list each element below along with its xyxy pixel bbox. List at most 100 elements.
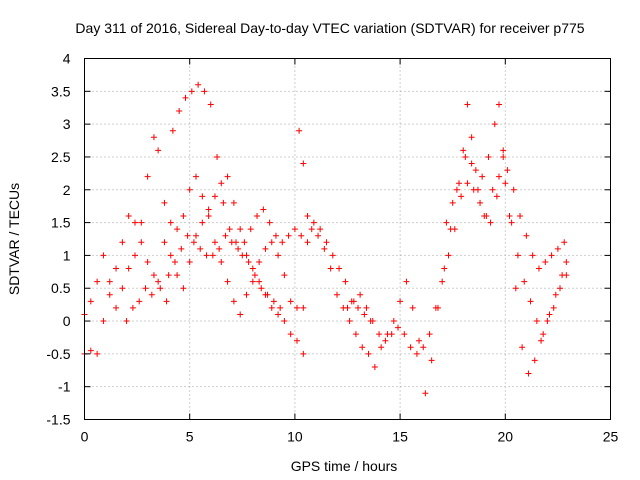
data-point-plus	[304, 239, 311, 246]
grid-lines	[84, 58, 611, 420]
data-point-plus	[327, 265, 334, 272]
data-point-plus	[224, 278, 231, 285]
data-point-plus	[304, 213, 311, 220]
data-point-plus	[186, 258, 193, 265]
data-point-plus	[315, 232, 322, 239]
data-point-plus	[245, 258, 252, 265]
data-point-plus	[508, 219, 515, 226]
data-point-plus	[439, 278, 446, 285]
data-point-plus	[144, 173, 151, 180]
data-point-plus	[190, 239, 197, 246]
data-point-plus	[178, 245, 185, 252]
data-point-plus	[300, 304, 307, 311]
data-point-plus	[214, 153, 221, 160]
data-point-plus	[125, 213, 132, 220]
data-markers	[81, 81, 570, 397]
data-point-plus	[527, 298, 534, 305]
x-tick-label: 15	[392, 429, 408, 445]
data-point-plus	[113, 265, 120, 272]
data-point-plus	[258, 285, 265, 292]
data-point-plus	[131, 252, 138, 259]
data-point-plus	[523, 232, 530, 239]
data-point-plus	[188, 88, 195, 95]
data-point-plus	[131, 219, 138, 226]
data-point-plus	[180, 213, 187, 220]
data-point-plus	[413, 350, 420, 357]
data-point-plus	[224, 173, 231, 180]
data-point-plus	[546, 311, 553, 318]
data-point-plus	[226, 226, 233, 233]
data-point-plus	[342, 278, 349, 285]
y-tick-label: 4	[63, 51, 71, 67]
data-point-plus	[155, 278, 162, 285]
y-tick-label: 1.5	[51, 215, 71, 231]
data-point-plus	[125, 265, 132, 272]
data-point-plus	[201, 88, 208, 95]
data-point-plus	[157, 285, 164, 292]
data-point-plus	[416, 337, 423, 344]
data-point-plus	[382, 337, 389, 344]
series-trace-f	[344, 173, 570, 357]
data-point-plus	[468, 160, 475, 167]
data-point-plus	[186, 186, 193, 193]
data-point-plus	[243, 291, 250, 298]
data-point-plus	[220, 199, 227, 206]
data-point-plus	[445, 252, 452, 259]
data-point-plus	[344, 304, 351, 311]
data-point-plus	[542, 258, 549, 265]
y-tick-labels: -1.5 -1 -0.5 0 0.5 1 1.5 2 2.5 3 3.5 4	[46, 51, 70, 428]
data-point-plus	[182, 94, 189, 101]
data-point-plus	[256, 258, 263, 265]
data-point-plus	[249, 278, 256, 285]
data-point-plus	[138, 219, 145, 226]
data-point-plus	[363, 304, 370, 311]
data-point-plus	[336, 265, 343, 272]
data-point-plus	[279, 239, 286, 246]
data-point-plus	[222, 232, 229, 239]
data-point-plus	[352, 331, 359, 338]
data-point-plus	[150, 272, 157, 279]
data-point-plus	[136, 298, 143, 305]
data-point-plus	[161, 199, 168, 206]
data-point-plus	[390, 318, 397, 325]
data-point-plus	[230, 298, 237, 305]
data-point-plus	[106, 291, 113, 298]
data-point-plus	[458, 193, 465, 200]
y-tick-label: -0.5	[46, 346, 70, 362]
data-point-plus	[548, 252, 555, 259]
data-point-plus	[346, 318, 353, 325]
data-point-plus	[481, 213, 488, 220]
data-point-plus	[218, 180, 225, 187]
data-point-plus	[517, 213, 524, 220]
data-point-plus	[504, 167, 511, 174]
data-point-plus	[260, 206, 267, 213]
y-axis-title: SDTVAR / TECUs	[6, 183, 22, 295]
data-point-plus	[254, 213, 261, 220]
data-point-plus	[464, 101, 471, 108]
data-point-plus	[510, 186, 517, 193]
data-point-plus	[329, 252, 336, 259]
y-tick-label: -1	[58, 379, 71, 395]
data-point-plus	[119, 285, 126, 292]
data-point-plus	[241, 239, 248, 246]
data-point-plus	[167, 219, 174, 226]
data-point-plus	[495, 173, 502, 180]
axis-ticks	[84, 58, 611, 420]
data-point-plus	[249, 265, 256, 272]
data-point-plus	[237, 226, 244, 233]
data-point-plus	[169, 127, 176, 134]
y-tick-label: 3.5	[51, 83, 71, 99]
data-point-plus	[359, 344, 366, 351]
data-point-plus	[209, 252, 216, 259]
data-point-plus	[171, 258, 178, 265]
data-point-plus	[355, 304, 362, 311]
x-axis-title: GPS time / hours	[291, 458, 398, 474]
data-point-plus	[300, 160, 307, 167]
data-point-plus	[468, 134, 475, 141]
data-point-plus	[176, 108, 183, 115]
data-point-plus	[502, 180, 509, 187]
series-trace-c	[165, 206, 374, 325]
chart-title: Day 311 of 2016, Sidereal Day-to-day VTE…	[75, 20, 584, 36]
data-point-plus	[531, 357, 538, 364]
data-point-plus	[443, 219, 450, 226]
